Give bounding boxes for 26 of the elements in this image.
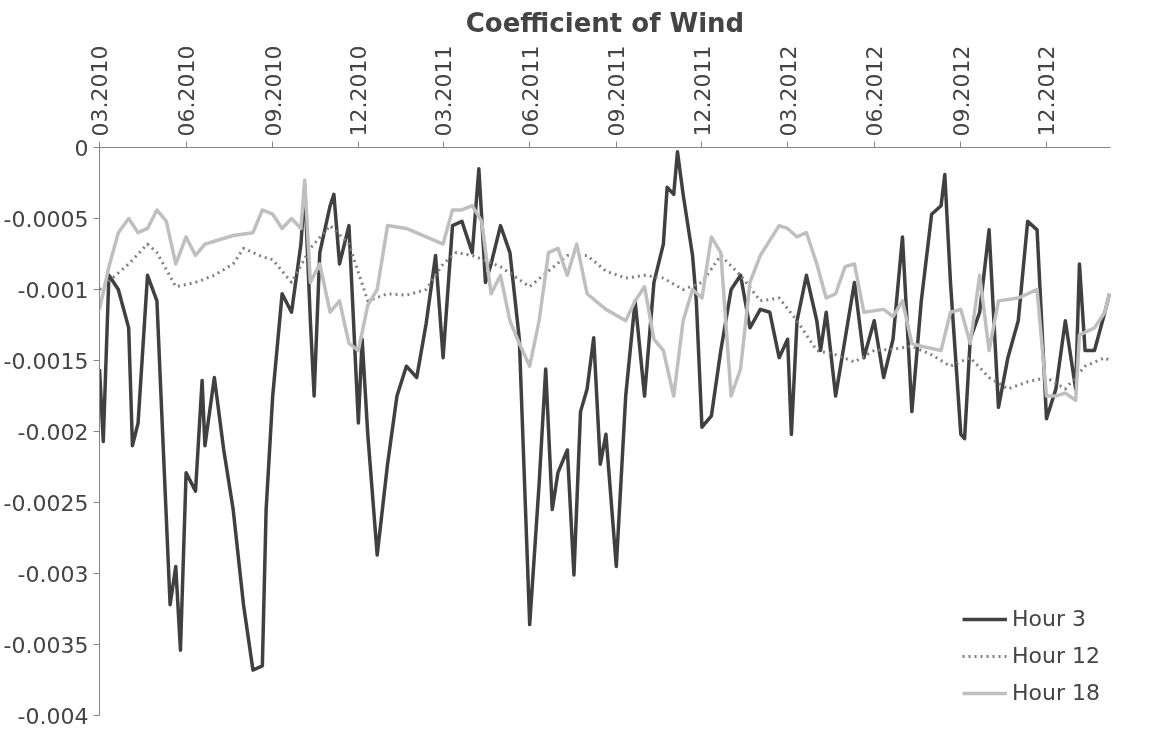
x-tick-label: 03.2011 (431, 45, 457, 137)
y-tick-label: -0.0035 (3, 632, 89, 658)
x-tick-label: 09.2011 (604, 45, 630, 137)
line-series (99, 178, 1111, 403)
y-tick-label: -0.0015 (3, 348, 89, 374)
x-tick-label: 12.2011 (689, 45, 715, 137)
x-tick-label: 06.2010 (174, 45, 200, 137)
y-tick-label: -0.002 (17, 419, 89, 445)
y-tick-label: -0.003 (17, 561, 89, 587)
x-tick-label: 09.2010 (260, 45, 286, 137)
y-tick-label: -0.004 (17, 703, 89, 729)
x-tick-label: 09.2012 (948, 45, 974, 137)
y-tick-label: -0.0005 (3, 206, 89, 232)
x-tick-label: 12.2010 (346, 45, 372, 137)
legend-label: Hour 12 (1012, 643, 1100, 668)
x-tick-label: 03.2012 (775, 45, 801, 137)
legend-label: Hour 3 (1012, 606, 1086, 631)
x-tick-label: 06.2011 (517, 45, 543, 137)
y-tick-label: 0 (74, 135, 89, 161)
x-tick-label: 12.2012 (1034, 45, 1060, 137)
x-tick-label: 03.2010 (87, 45, 113, 137)
legend-label: Hour 18 (1012, 680, 1100, 705)
x-tick-label: 06.2012 (862, 45, 888, 137)
y-tick-label: -0.001 (17, 277, 89, 303)
chart-title: Coefficient of Wind (465, 7, 745, 38)
y-tick-label: -0.0025 (3, 490, 89, 516)
